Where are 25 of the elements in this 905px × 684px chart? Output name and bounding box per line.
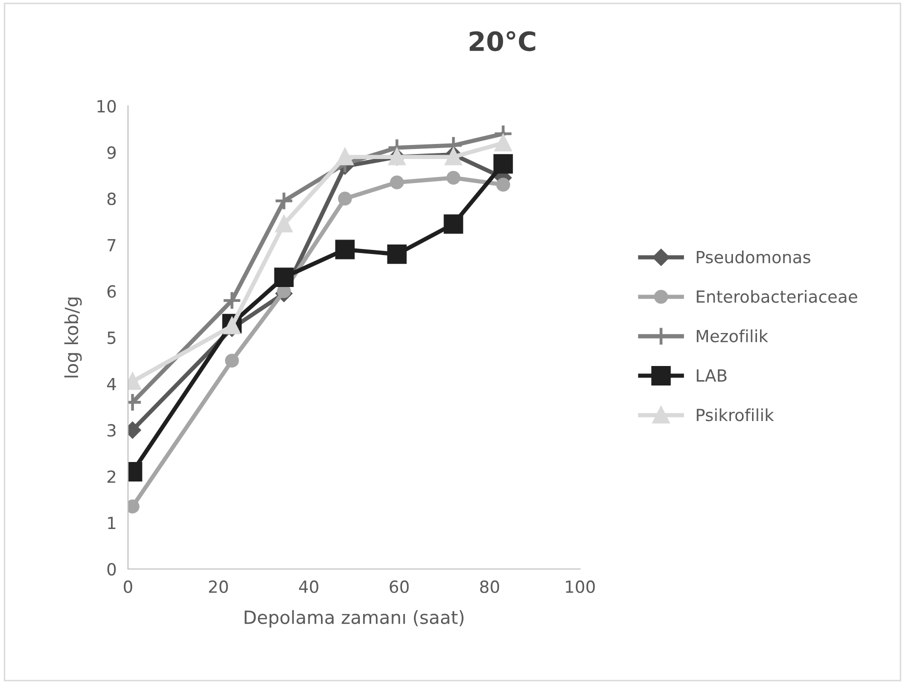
y-tick-label: 9 (107, 146, 116, 159)
x-tick-label: 80 (480, 580, 500, 594)
y-tick-label: 10 (98, 100, 116, 113)
y-tick-label: 8 (107, 192, 116, 206)
legend-label: Pseudomonas (696, 250, 810, 264)
y-tick-label: 5 (108, 332, 116, 344)
y-tick-label: 6 (107, 285, 116, 298)
y-axis-title: log kob/g (64, 298, 82, 378)
y-tick-label: 4 (107, 378, 116, 390)
x-tick-label: 40 (299, 580, 318, 594)
y-tick-label: 1 (108, 516, 116, 530)
legend-label: Psikrofilik (696, 408, 774, 422)
y-tick-label: 3 (108, 424, 116, 437)
x-tick-label: 60 (390, 580, 409, 594)
legend-label: LAB (696, 369, 727, 382)
y-tick-label: 0 (107, 562, 116, 576)
y-tick-label: 7 (108, 239, 116, 252)
chart-title: 20°C (470, 31, 536, 52)
legend-label: Mezofilik (696, 329, 768, 342)
legend-label: Enterobacteriaceae (696, 290, 858, 303)
x-tick-label: 100 (566, 580, 595, 594)
x-tick-label: 20 (209, 580, 228, 594)
y-tick-label: 2 (108, 470, 116, 483)
x-axis-title: Depolama zamanı (saat) (244, 610, 464, 628)
x-tick-label: 0 (124, 580, 132, 594)
